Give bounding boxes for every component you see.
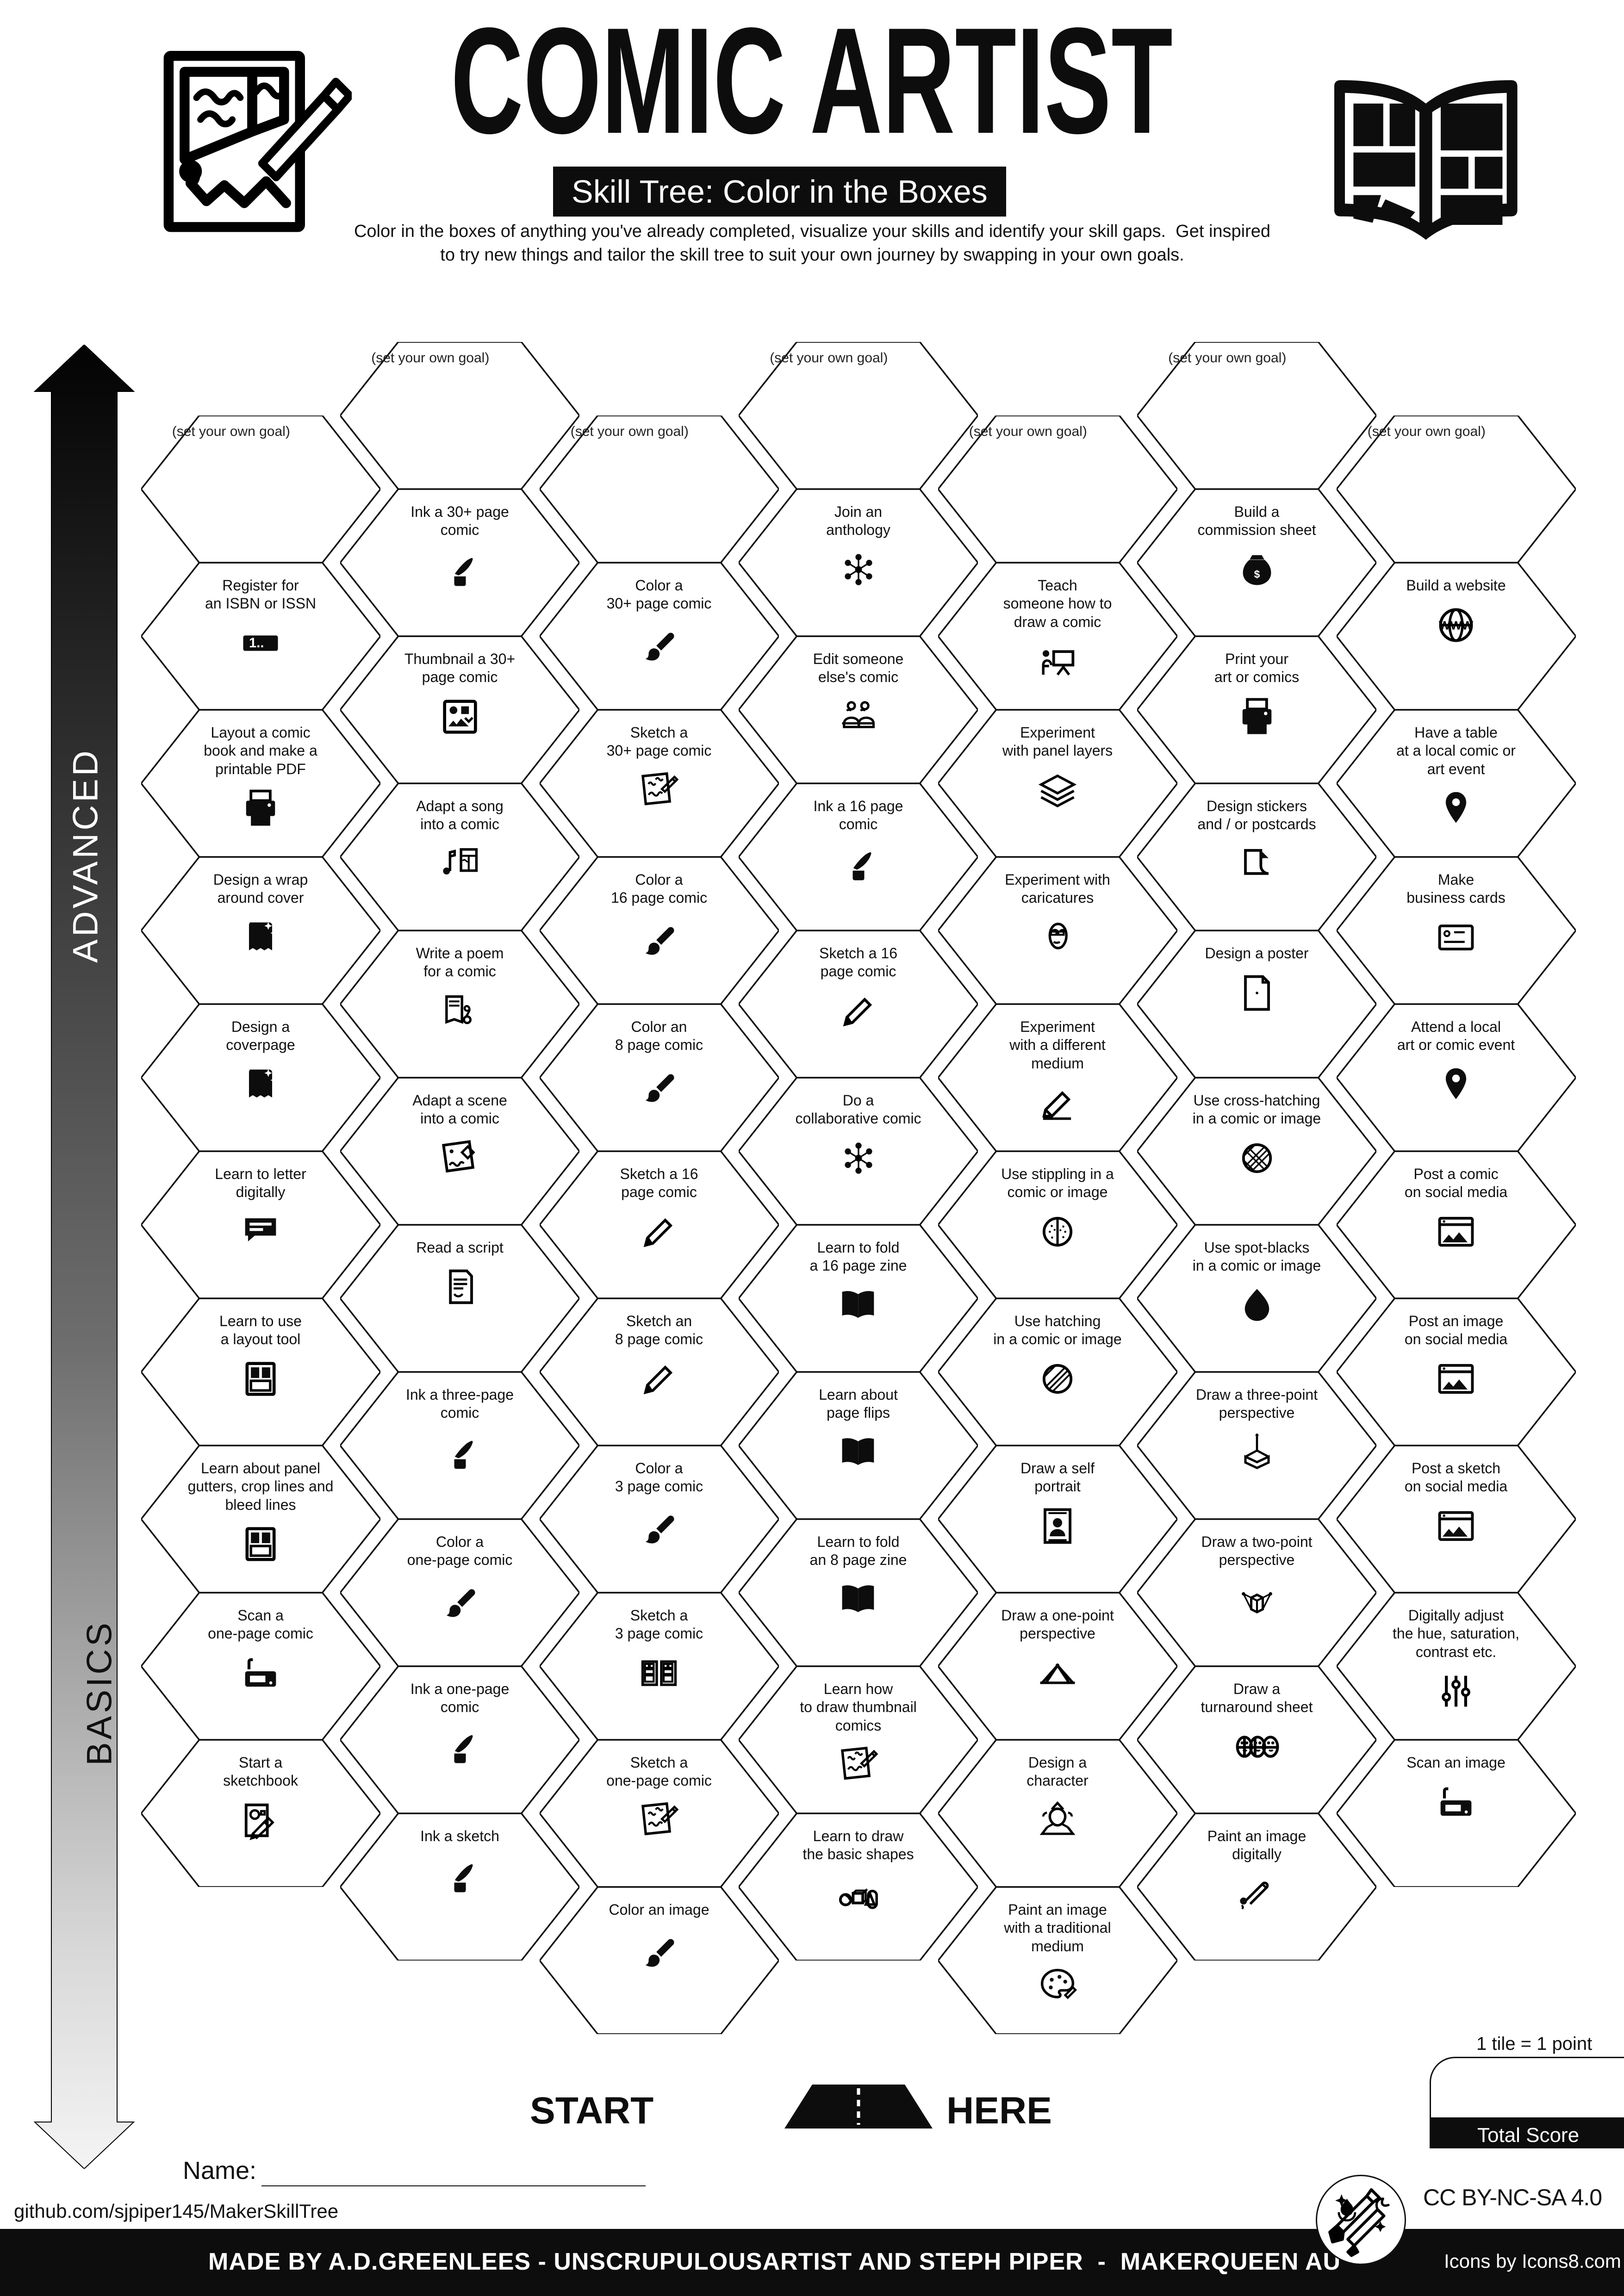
svg-text:1..: 1.. <box>249 636 264 651</box>
svg-text:$: $ <box>1254 568 1260 580</box>
svg-text:WWW: WWW <box>1439 618 1474 632</box>
